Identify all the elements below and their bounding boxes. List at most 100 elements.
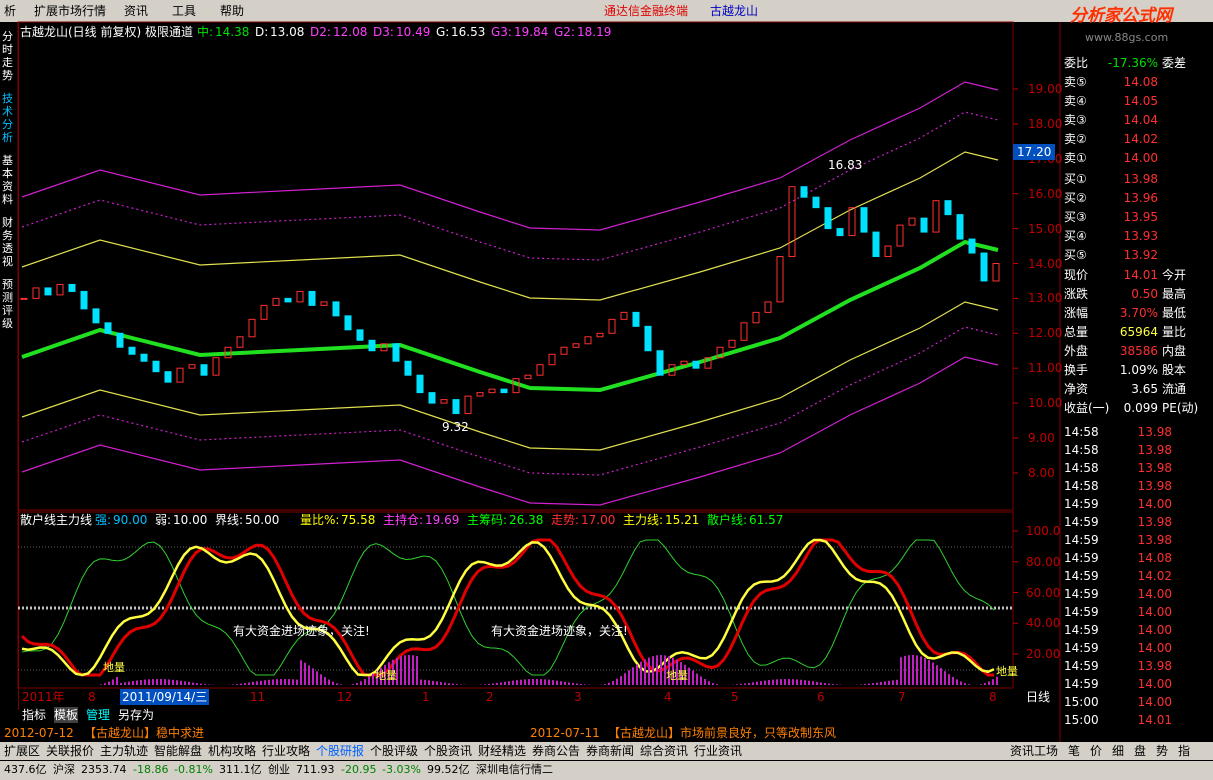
quote-value: 65964 xyxy=(1119,325,1158,339)
quote-label: 外盘 xyxy=(1064,344,1089,358)
quote-label: 卖① xyxy=(1064,151,1087,165)
bottom-tab[interactable]: 个股资讯 xyxy=(424,744,473,758)
candle xyxy=(260,304,268,320)
logo: 分析家公式网 xyxy=(1070,6,1172,26)
quote-value: 14.00 xyxy=(1123,151,1158,165)
tick-price: 14.00 xyxy=(1137,641,1172,655)
menu-item[interactable]: 扩展市场行情 xyxy=(34,4,107,18)
candle xyxy=(908,217,916,226)
volume-bar xyxy=(524,679,526,685)
candle xyxy=(920,217,928,233)
candle xyxy=(44,287,52,296)
news-text[interactable]: 【古越龙山】稳中求进 xyxy=(84,726,205,740)
menu-item[interactable]: 资讯 xyxy=(124,4,149,18)
tick-time: 14:59 xyxy=(1064,677,1099,691)
quote-value: 13.96 xyxy=(1123,191,1158,205)
x-tick-label: 1 xyxy=(422,690,430,704)
param-label: 强: xyxy=(95,513,112,527)
bottom-tab[interactable]: 主力轨迹 xyxy=(100,744,149,758)
quote-label: 卖② xyxy=(1064,132,1087,146)
low-volume: 地量 xyxy=(996,665,1018,678)
candle xyxy=(308,290,316,306)
side-tab[interactable]: 分时走势 xyxy=(2,30,13,82)
bottom-tab[interactable]: 财经精选 xyxy=(478,744,527,758)
bottom-tab[interactable]: 智能解盘 xyxy=(154,744,203,758)
envelope-line xyxy=(21,356,999,506)
quote-label: 买② xyxy=(1064,191,1087,205)
volume-bar xyxy=(988,681,990,685)
quote-value: 0.099 xyxy=(1123,401,1158,415)
cursor-date: 2011/09/14/三 xyxy=(120,689,210,705)
volume-bar xyxy=(180,680,182,685)
side-tab[interactable]: 预测评级 xyxy=(2,278,13,330)
candle xyxy=(956,214,964,240)
param-value: 10.00 xyxy=(173,513,208,527)
bottom-tab[interactable]: 行业攻略 xyxy=(262,744,311,758)
logo-url: www.88gs.com xyxy=(1085,31,1169,44)
volume-bar xyxy=(560,681,562,685)
candle xyxy=(644,325,652,352)
volume-bar xyxy=(496,682,498,685)
volume-bar xyxy=(888,680,890,685)
tool-tab[interactable]: 指标 xyxy=(22,708,47,722)
quote-label: 股本 xyxy=(1162,363,1187,377)
bottom-tab[interactable]: 个股研报 xyxy=(316,744,365,758)
volume-bar xyxy=(184,681,186,685)
volume-bar xyxy=(548,679,550,685)
param-label: 弱: xyxy=(155,513,172,527)
candle xyxy=(464,395,472,415)
bottom-tab[interactable]: 行业资讯 xyxy=(694,744,743,758)
volume-bar xyxy=(264,680,266,685)
volume-bar xyxy=(828,683,830,685)
low-volume: 地量 xyxy=(375,669,397,682)
tool-tab[interactable]: 模板 xyxy=(54,707,79,723)
volume-bar xyxy=(992,679,994,685)
side-tab[interactable]: 技术分析 xyxy=(2,92,13,144)
volume-bar xyxy=(660,655,662,685)
right-tab[interactable]: 价 xyxy=(1090,744,1103,758)
right-tab[interactable]: 资讯工场 xyxy=(1010,744,1059,758)
side-tab[interactable]: 财务透视 xyxy=(2,216,13,268)
candle xyxy=(188,364,196,369)
tick-time: 15:00 xyxy=(1064,713,1099,727)
bottom-tab[interactable]: 扩展区 xyxy=(4,744,41,758)
right-tab[interactable]: 细 xyxy=(1112,744,1125,758)
menu-item[interactable]: 工具 xyxy=(172,4,197,18)
tool-tab[interactable]: 管理 xyxy=(86,708,111,722)
right-tab[interactable]: 指 xyxy=(1178,744,1191,758)
bottom-tab[interactable]: 个股评级 xyxy=(370,744,419,758)
param-value: 17.00 xyxy=(581,513,616,527)
right-tab[interactable]: 势 xyxy=(1156,744,1169,758)
candle xyxy=(200,364,208,376)
candle xyxy=(932,200,940,233)
bottom-tab[interactable]: 综合资讯 xyxy=(640,744,689,758)
bottom-tab[interactable]: 关联报价 xyxy=(46,744,95,758)
bottom-tab[interactable]: 券商公告 xyxy=(532,744,581,758)
y-tick-label: 16.00 xyxy=(1028,186,1063,201)
high-label: 16.83 xyxy=(828,157,863,172)
right-tab[interactable]: 笔 xyxy=(1068,744,1081,758)
volume-bar xyxy=(736,684,738,685)
candle xyxy=(740,322,748,341)
volume-bar xyxy=(628,670,630,685)
menu-item[interactable]: 析 xyxy=(4,4,17,18)
volume-bar xyxy=(876,682,878,685)
news-text[interactable]: 【古越龙山】市场前景良好，只等改制东风 xyxy=(608,726,837,740)
brand: 通达信金融终端 xyxy=(604,4,689,18)
tool-tab[interactable]: 另存为 xyxy=(118,708,155,722)
bottom-tab[interactable]: 机构攻略 xyxy=(208,744,257,758)
quote-label: 最低 xyxy=(1162,306,1187,320)
tick-time: 14:59 xyxy=(1064,587,1099,601)
quote-value: 14.01 xyxy=(1123,268,1158,282)
quote-value: 13.98 xyxy=(1123,172,1158,186)
status-item: 711.93 xyxy=(296,763,335,776)
volume-bar xyxy=(924,658,926,685)
volume-bar xyxy=(532,679,534,685)
right-tab[interactable]: 盘 xyxy=(1134,744,1147,758)
candle xyxy=(620,311,628,320)
bottom-tab[interactable]: 券商新闻 xyxy=(586,744,635,758)
candle xyxy=(512,378,520,394)
volume-bar xyxy=(412,655,414,685)
side-tab[interactable]: 基本资料 xyxy=(2,154,13,206)
menu-item[interactable]: 帮助 xyxy=(220,4,245,18)
